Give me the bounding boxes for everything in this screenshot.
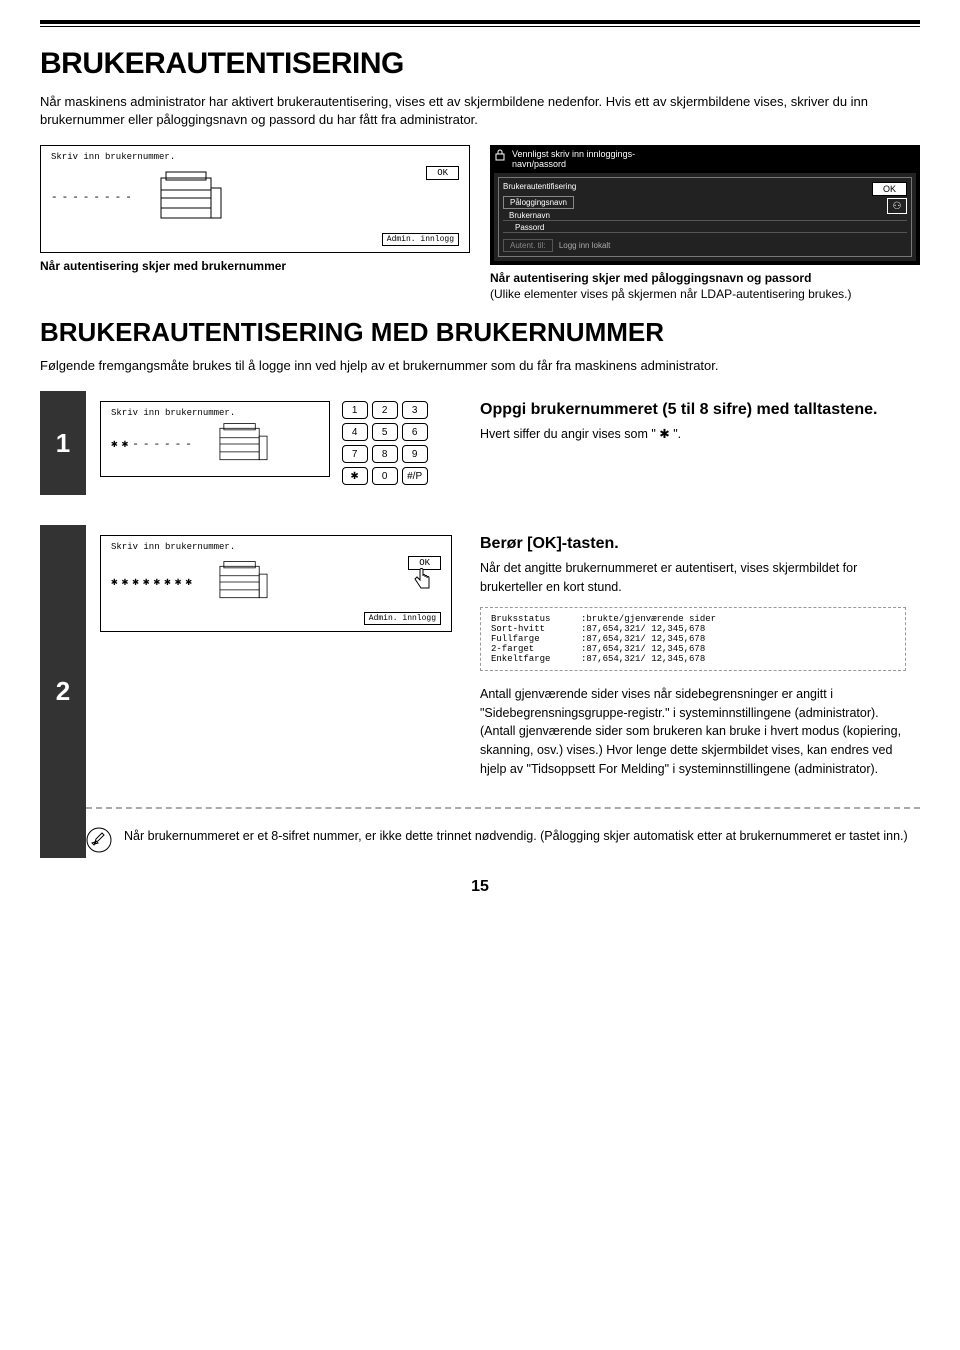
key-2[interactable]: 2 <box>372 401 398 419</box>
usage-row-val: :87,654,321/ 12,345,678 <box>581 654 705 664</box>
step-text-1: Når det angitte brukernummeret er autent… <box>480 559 906 597</box>
pencil-icon <box>86 827 112 859</box>
ok-button[interactable]: OK <box>426 166 459 180</box>
usage-row-label: Enkeltfarge <box>491 654 581 664</box>
authto-value: Logg inn lokalt <box>559 241 611 250</box>
key-1[interactable]: 1 <box>342 401 368 419</box>
panel-caption: Når autentisering skjer med påloggingsna… <box>490 271 920 285</box>
loginname-panel: Vennligst skriv inn innloggings- navn/pa… <box>490 145 920 265</box>
usage-row-val: :87,654,321/ 12,345,678 <box>581 634 705 644</box>
keypad: 1 2 3 4 5 6 7 8 9 ✱ 0 #/P <box>342 401 428 485</box>
usernumber-display: ✱✱✱✱✱✱✱✱ <box>111 575 196 589</box>
auth-screens-row: Skriv inn brukernummer. -------- OK Admi… <box>40 145 920 301</box>
top-rule-thick <box>40 20 920 24</box>
auth-right-column: Vennligst skriv inn innloggings- navn/pa… <box>490 145 920 301</box>
panel-title: Skriv inn brukernummer. <box>111 542 441 552</box>
touch-hand-icon <box>408 589 438 599</box>
usage-row-label: Fullfarge <box>491 634 581 644</box>
key-3[interactable]: 3 <box>402 401 428 419</box>
ok-button[interactable]: OK <box>872 182 907 196</box>
step-text-2: Antall gjenværende sider vises når sideb… <box>480 685 906 779</box>
password-field[interactable]: Passord <box>503 222 907 233</box>
loginname-field[interactable]: Påloggingsnavn <box>503 196 574 209</box>
printer-icon <box>156 170 226 225</box>
key-star[interactable]: ✱ <box>342 467 368 485</box>
auth-left-column: Skriv inn brukernummer. -------- OK Admi… <box>40 145 470 301</box>
section-desc: Følgende fremgangsmåte brukes til å logg… <box>40 358 920 373</box>
step-1: 1 Skriv inn brukernummer. ✱✱------ 1 2 3… <box>40 391 920 495</box>
panel-title: Skriv inn brukernummer. <box>51 152 459 162</box>
intro-text: Når maskinens administrator har aktivert… <box>40 93 920 129</box>
step-text: Hvert siffer du angir vises som " ✱ ". <box>480 425 906 444</box>
step1-panel: Skriv inn brukernummer. ✱✱------ <box>100 401 330 477</box>
panel-title: Skriv inn brukernummer. <box>111 408 319 418</box>
key-hash[interactable]: #/P <box>402 467 428 485</box>
step-number: 2 <box>40 525 86 858</box>
panel-subcaption: (Ulike elementer vises på skjermen når L… <box>490 287 920 301</box>
admin-login-button[interactable]: Admin. innlogg <box>382 233 459 246</box>
key-0[interactable]: 0 <box>372 467 398 485</box>
note-text: Når brukernummeret er et 8-sifret nummer… <box>124 827 908 846</box>
username-field: Brukernavn <box>503 210 907 221</box>
printer-icon <box>216 422 271 466</box>
step2-panel: Skriv inn brukernummer. ✱✱✱✱✱✱✱✱ OK <box>100 535 452 632</box>
usage-header-val: :brukte/gjenværende sider <box>581 614 716 624</box>
person-icon[interactable]: ⚇ <box>887 198 907 214</box>
step-title: Oppgi brukernummeret (5 til 8 sifre) med… <box>480 401 906 419</box>
page-title: BRUKERAUTENTISERING <box>40 47 920 81</box>
usernumber-display: -------- <box>51 192 136 204</box>
page-number: 15 <box>40 878 920 896</box>
key-4[interactable]: 4 <box>342 423 368 441</box>
section-heading: BRUKERAUTENTISERING MED BRUKERNUMMER <box>40 317 920 348</box>
top-rule-thin <box>40 26 920 27</box>
authto-label: Autent. til: <box>503 239 553 252</box>
printer-icon <box>216 560 271 604</box>
panel-caption: Når autentisering skjer med brukernummer <box>40 259 470 273</box>
key-5[interactable]: 5 <box>372 423 398 441</box>
usage-row-label: 2-farget <box>491 644 581 654</box>
usage-row-label: Sort-hvitt <box>491 624 581 634</box>
usage-row-val: :87,654,321/ 12,345,678 <box>581 624 705 634</box>
panel-title: Vennligst skriv inn innloggings- navn/pa… <box>512 149 635 169</box>
dashed-separator <box>86 807 920 809</box>
step-title: Berør [OK]-tasten. <box>480 535 906 553</box>
usernumber-display: ✱✱------ <box>111 437 196 451</box>
lock-icon <box>494 149 506 163</box>
admin-login-button[interactable]: Admin. innlogg <box>364 612 441 625</box>
key-8[interactable]: 8 <box>372 445 398 463</box>
usage-header-label: Bruksstatus <box>491 614 581 624</box>
key-7[interactable]: 7 <box>342 445 368 463</box>
note-row: Når brukernummeret er et 8-sifret nummer… <box>86 827 920 859</box>
key-6[interactable]: 6 <box>402 423 428 441</box>
key-9[interactable]: 9 <box>402 445 428 463</box>
usernumber-panel: Skriv inn brukernummer. -------- OK Admi… <box>40 145 470 253</box>
usage-row-val: :87,654,321/ 12,345,678 <box>581 644 705 654</box>
usage-status-box: Bruksstatus:brukte/gjenværende sider Sor… <box>480 607 906 671</box>
step-number: 1 <box>40 391 86 495</box>
section-title: Brukerautentifisering <box>503 182 576 191</box>
step-2: 2 Skriv inn brukernummer. ✱✱✱✱✱✱✱✱ OK <box>40 525 920 858</box>
